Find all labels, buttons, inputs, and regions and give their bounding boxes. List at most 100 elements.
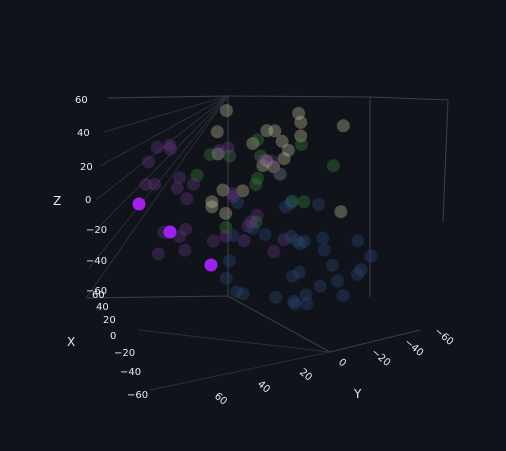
faded-point: [151, 247, 165, 261]
axis-edge: [442, 99, 449, 223]
faded-point: [219, 206, 233, 220]
x-tick-label: −20: [114, 348, 135, 359]
highlighted-points: [132, 197, 218, 272]
faded-point: [281, 143, 295, 157]
faded-point: [297, 195, 311, 209]
z-axis-title: Z: [53, 194, 61, 208]
faded-point: [275, 134, 289, 148]
axis-edge: [329, 329, 421, 353]
faded-point: [279, 200, 292, 214]
highlighted-point: [204, 258, 218, 272]
faded-point: [317, 243, 331, 257]
z-tick-label: 20: [80, 162, 93, 173]
faded-point: [219, 229, 233, 243]
faded-point: [257, 153, 271, 167]
faded-point: [246, 221, 260, 235]
faded-point: [178, 243, 192, 257]
faded-point: [288, 297, 302, 311]
faded-point: [226, 187, 240, 200]
faded-point: [265, 154, 278, 168]
y-tick-label: −20: [369, 347, 392, 369]
faded-point: [163, 138, 177, 152]
grid-lines: [85, 95, 449, 391]
faded-point: [230, 285, 244, 299]
faded-point: [230, 196, 244, 209]
faded-point: [286, 269, 300, 283]
faded-point: [250, 208, 264, 222]
faded-point: [272, 167, 286, 181]
y-tick-label: −60: [432, 326, 455, 348]
faded-point: [205, 195, 219, 209]
faded-point: [284, 230, 298, 243]
faded-point: [142, 155, 156, 169]
faded-point: [222, 254, 236, 268]
faded-point: [246, 137, 260, 150]
faded-point: [277, 233, 291, 247]
axis-edge: [227, 295, 331, 353]
faded-point: [277, 152, 291, 166]
grid-line: [95, 95, 229, 201]
x-axis-title: X: [67, 335, 75, 349]
y-tick-label: 40: [255, 379, 272, 396]
faded-point: [267, 245, 281, 258]
axis-edge: [85, 295, 229, 299]
faded-point: [254, 149, 268, 163]
x-tick-label: −40: [120, 367, 141, 378]
grid-line: [88, 95, 229, 269]
faded-point: [219, 220, 233, 234]
faded-point: [300, 297, 314, 311]
faded-point: [326, 159, 340, 173]
z-tick-label: 60: [75, 95, 88, 106]
faded-point: [260, 154, 273, 168]
z-tick-label: −20: [86, 225, 107, 236]
faded-point: [226, 190, 240, 204]
faded-point: [273, 167, 287, 181]
faded-point: [294, 115, 308, 129]
y-tick-label: 20: [297, 367, 314, 384]
faded-points: [139, 104, 378, 311]
faded-point: [312, 198, 326, 211]
faded-point: [219, 104, 233, 117]
faded-point: [187, 177, 200, 191]
faded-point: [180, 192, 194, 206]
faded-point: [237, 234, 251, 248]
faded-point: [148, 177, 162, 191]
faded-point: [295, 138, 308, 151]
faded-point: [350, 267, 364, 281]
faded-point: [290, 234, 304, 248]
faded-point: [287, 294, 301, 308]
x-tick-label: 40: [96, 302, 109, 313]
faded-point: [351, 234, 365, 248]
faded-point: [336, 119, 350, 133]
highlighted-point: [132, 197, 146, 211]
x-tick-label: −60: [127, 390, 148, 401]
z-tick-label: 0: [85, 195, 91, 206]
faded-point: [216, 183, 230, 197]
x-tick-label: 60: [92, 290, 105, 301]
x-tick-label: 20: [103, 315, 116, 326]
faded-point: [269, 290, 283, 304]
faded-point: [251, 171, 265, 185]
grid-line: [103, 95, 229, 133]
axis-edge: [369, 96, 449, 101]
z-tick-label: −40: [86, 256, 107, 267]
y-axis-title: Y: [353, 387, 362, 401]
faded-point: [205, 200, 219, 214]
y-tick-label: −40: [402, 337, 425, 359]
faded-point: [210, 125, 224, 139]
faded-point: [260, 124, 274, 138]
faded-point: [170, 181, 184, 195]
faded-point: [251, 133, 265, 147]
faded-point: [226, 229, 240, 243]
grid-line: [137, 329, 331, 353]
faded-point: [203, 148, 217, 162]
faded-point: [219, 271, 233, 285]
faded-point: [236, 184, 250, 198]
faded-point: [285, 194, 299, 208]
x-tick-label: 0: [110, 331, 116, 342]
grid-line: [99, 95, 229, 167]
grid-line: [149, 351, 331, 391]
faded-point: [212, 144, 226, 158]
